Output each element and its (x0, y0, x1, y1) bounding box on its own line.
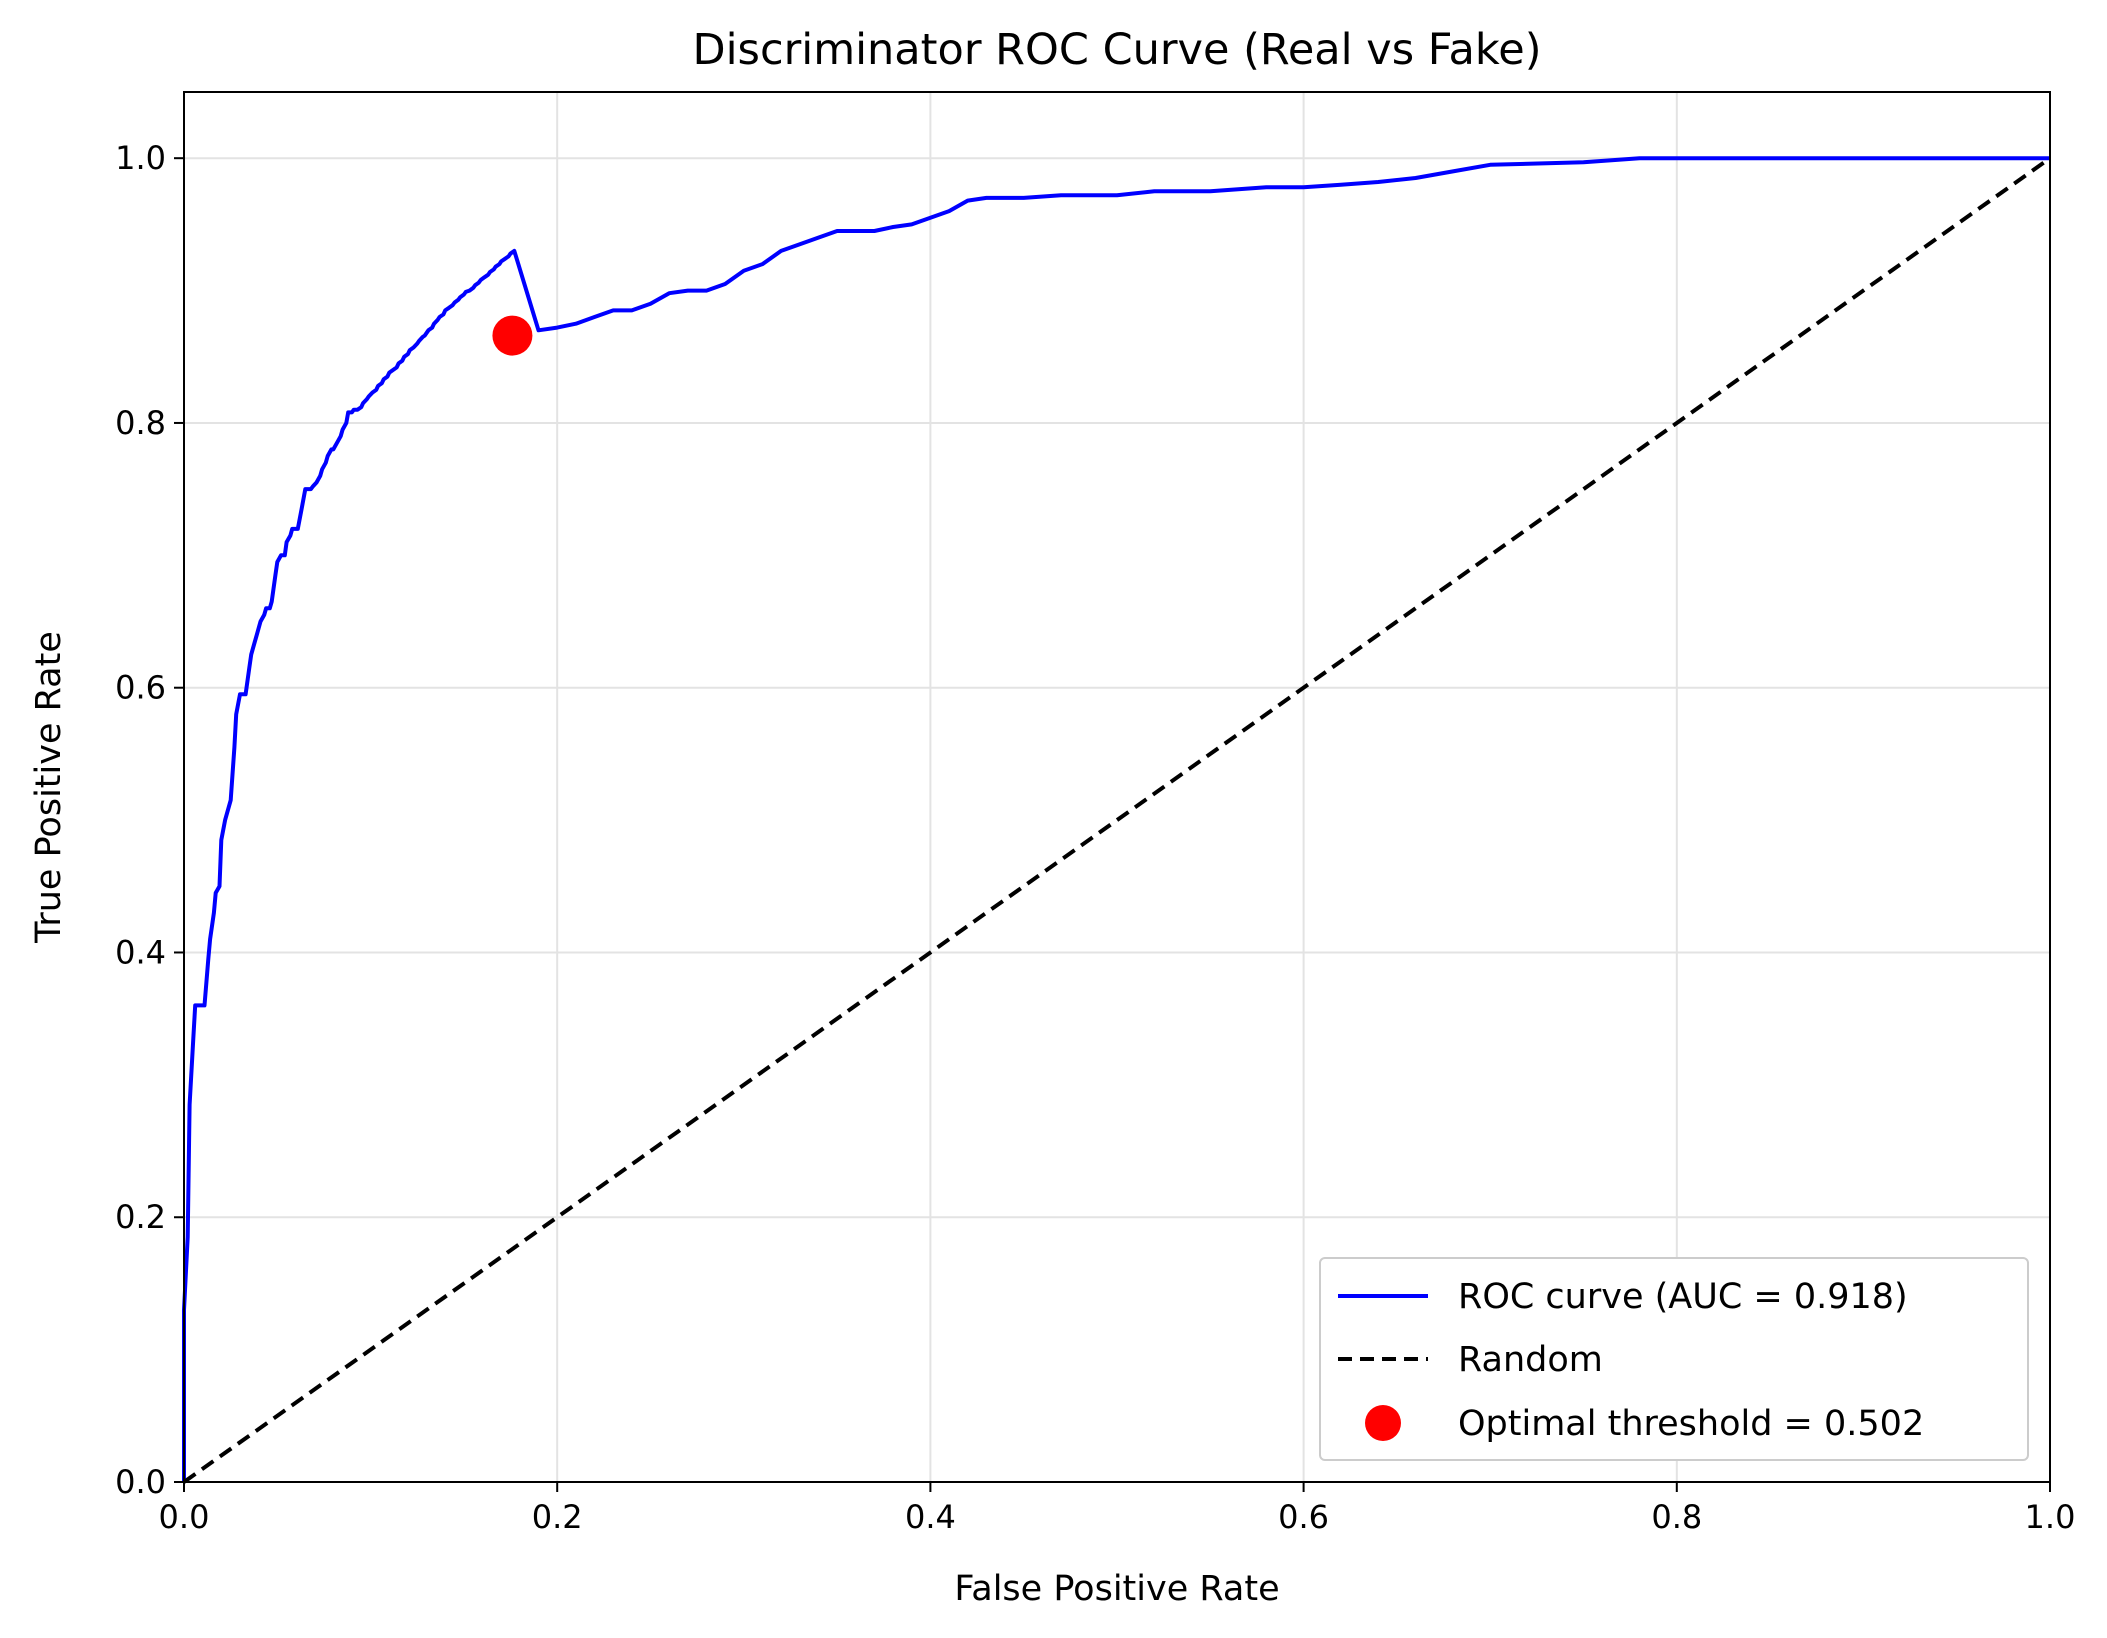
random-baseline-line (182, 156, 2052, 1484)
grid-lines (183, 92, 2051, 1483)
plot-area (182, 156, 2052, 1484)
legend-random-label: Random (1458, 1340, 1603, 1380)
legend-box (1319, 1257, 2029, 1461)
x-tick-label: 0.4 (905, 1498, 956, 1536)
y-tick-label: 0.0 (115, 1463, 166, 1501)
roc-curve-line (182, 156, 2050, 1482)
legend-threshold-label: Optimal threshold = 0.502 (1458, 1404, 1924, 1444)
y-tick-label: 1.0 (115, 139, 166, 177)
x-tick-label: 1.0 (2025, 1498, 2076, 1536)
optimal-threshold-point (492, 315, 533, 356)
x-tick-label: 0.2 (532, 1498, 583, 1536)
x-tick-label: 0.0 (159, 1498, 210, 1536)
legend: ROC curve (AUC = 0.918) Random Optimal t… (1319, 1257, 2029, 1461)
chart-title: Discriminator ROC Curve (Real vs Fake) (692, 25, 1541, 75)
x-axis-label: False Positive Rate (954, 1569, 1279, 1609)
y-tick-label: 0.4 (115, 933, 166, 971)
legend-threshold-swatch (1365, 1405, 1401, 1441)
legend-roc-label: ROC curve (AUC = 0.918) (1458, 1277, 1908, 1317)
x-tick-label: 0.6 (1278, 1498, 1329, 1536)
x-tick-label: 0.8 (1651, 1498, 1702, 1536)
y-tick-label: 0.2 (115, 1198, 166, 1236)
y-tick-label: 0.6 (115, 669, 166, 707)
axis-ticks: 0.0 0.2 0.4 0.6 0.8 1.0 0.0 0.2 0.4 0.6 0.8 1.0 (115, 139, 2075, 1536)
y-axis-label: True Positive Rate (29, 631, 69, 944)
y-tick-label: 0.8 (115, 404, 166, 442)
axes-frame (183, 91, 2051, 1483)
